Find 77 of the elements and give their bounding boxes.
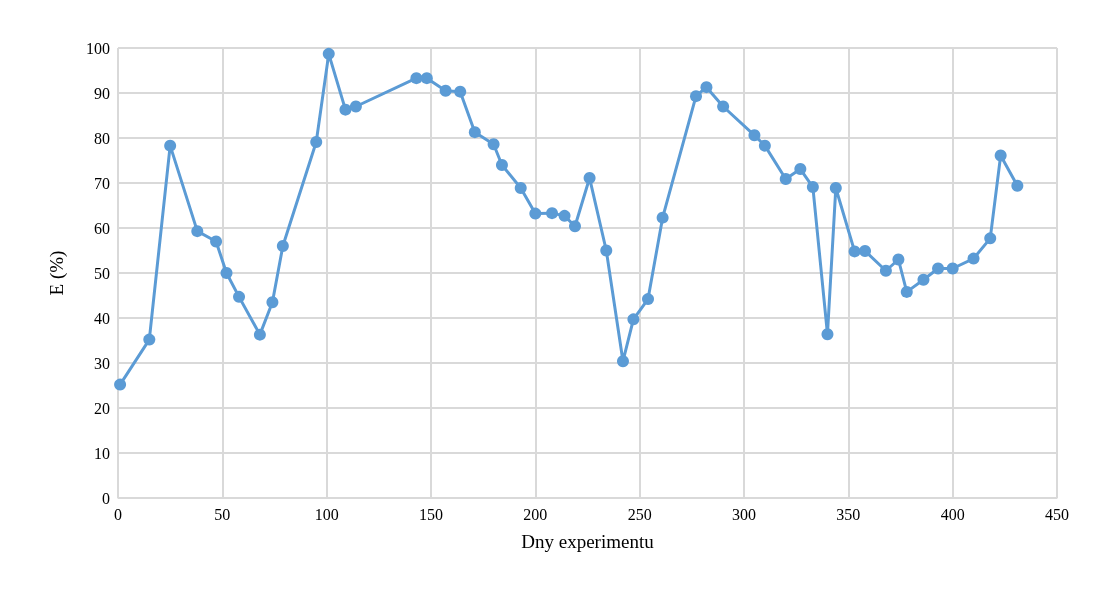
- point: [932, 262, 945, 275]
- y-tick-label: 50: [94, 264, 110, 282]
- y-axis-title: E (%): [46, 250, 68, 296]
- point: [748, 129, 761, 142]
- point: [600, 244, 613, 257]
- point: [984, 232, 997, 245]
- point: [700, 81, 713, 94]
- point: [322, 47, 335, 60]
- point: [829, 181, 842, 194]
- point: [848, 245, 861, 258]
- point: [994, 149, 1007, 162]
- point: [946, 262, 959, 275]
- point: [967, 252, 980, 265]
- point: [191, 225, 204, 238]
- point: [758, 139, 771, 152]
- point: [1011, 179, 1024, 192]
- y-tick-label: 0: [102, 489, 110, 507]
- x-tick-label: 50: [214, 505, 231, 523]
- x-tick-label: 450: [1045, 505, 1069, 523]
- point: [233, 290, 246, 303]
- point: [210, 235, 223, 248]
- y-tick-label: 80: [94, 129, 110, 147]
- x-tick-label: 150: [419, 505, 443, 523]
- y-tick-label: 30: [94, 354, 110, 372]
- point: [642, 293, 655, 306]
- y-tick-label: 60: [94, 219, 110, 237]
- point: [568, 220, 581, 233]
- point: [310, 136, 323, 149]
- point: [143, 333, 156, 346]
- point: [114, 378, 127, 391]
- point: [806, 181, 819, 194]
- x-tick-label: 250: [627, 505, 652, 523]
- point: [276, 240, 289, 252]
- y-tick-label: 20: [94, 399, 110, 417]
- point: [656, 211, 669, 224]
- point: [794, 163, 807, 176]
- point: [495, 159, 508, 171]
- point: [859, 244, 872, 257]
- point: [779, 172, 792, 185]
- x-tick-label: 200: [523, 505, 548, 523]
- point: [410, 72, 423, 85]
- point: [487, 138, 500, 151]
- point: [627, 313, 640, 326]
- point: [546, 207, 559, 220]
- point: [879, 264, 892, 277]
- x-axis-title: Dny experimentu: [521, 531, 655, 552]
- point: [583, 172, 596, 185]
- point: [514, 181, 527, 194]
- x-tick-label: 400: [940, 505, 965, 523]
- y-tick-label: 40: [94, 309, 110, 327]
- point: [529, 207, 542, 220]
- point: [717, 100, 730, 113]
- x-tick-label: 0: [114, 505, 122, 523]
- point: [266, 296, 279, 309]
- point: [690, 90, 703, 103]
- point: [616, 355, 629, 368]
- y-tick-label: 10: [94, 444, 110, 462]
- point: [454, 85, 467, 98]
- point: [468, 126, 481, 139]
- point: [339, 103, 352, 116]
- point: [220, 267, 233, 279]
- point: [253, 328, 266, 341]
- point: [420, 72, 433, 85]
- point: [892, 253, 905, 266]
- y-tick-label: 70: [94, 174, 110, 192]
- point: [558, 209, 571, 222]
- x-tick-label: 100: [314, 505, 339, 523]
- point: [900, 285, 913, 298]
- point: [821, 328, 834, 341]
- y-tick-label: 100: [86, 39, 110, 57]
- x-tick-label: 350: [836, 505, 861, 523]
- y-tick-label: 90: [94, 84, 110, 102]
- point: [349, 100, 362, 113]
- point: [439, 84, 452, 97]
- point: [164, 139, 177, 152]
- point: [917, 273, 930, 286]
- x-tick-label: 300: [732, 505, 756, 523]
